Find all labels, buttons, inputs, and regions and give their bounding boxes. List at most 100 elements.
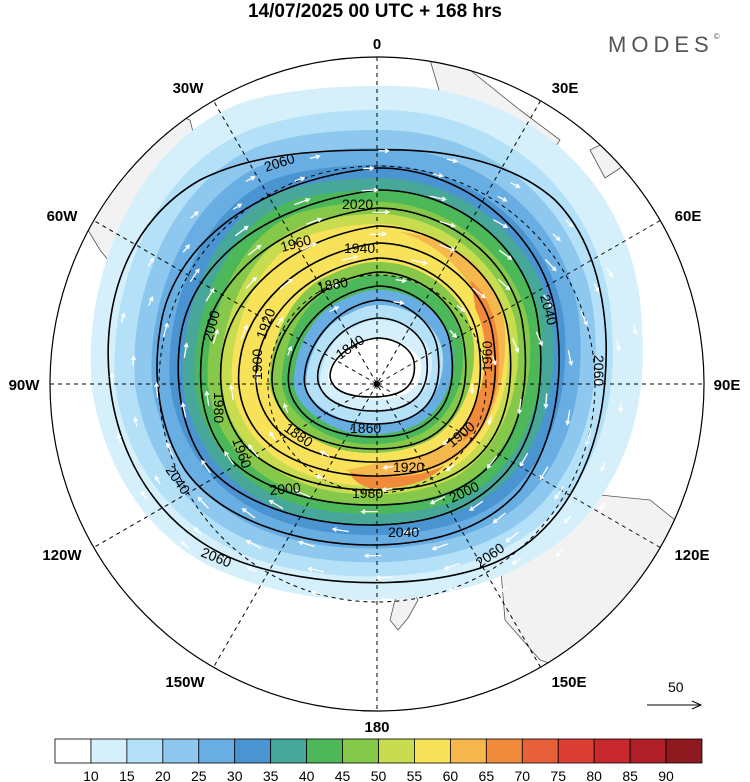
contour-label: 1960 [479, 341, 495, 372]
south-pole-marker [374, 381, 380, 387]
colorbar-swatch [234, 738, 272, 764]
lon-label-150e: 150E [551, 674, 586, 691]
wind-arrow [497, 278, 511, 291]
contour-label: 1920 [393, 459, 424, 475]
wind-arrow [133, 416, 138, 427]
wind-arrow [468, 500, 484, 511]
contour-2040 [156, 167, 560, 546]
wind-arrow [245, 540, 261, 549]
wind-arrow [632, 324, 638, 335]
wind-arrow [555, 549, 564, 558]
colorbar-swatch [414, 738, 451, 764]
colorbar-tick-label: 80 [586, 768, 602, 782]
wind-arrow [517, 398, 523, 415]
wind-arrow [279, 278, 294, 290]
wind-arrow [309, 154, 321, 160]
wind-arrow [268, 500, 284, 510]
wind-arrow [580, 311, 588, 326]
wind-arrow [491, 355, 497, 366]
wind-arrow [154, 381, 160, 398]
wind-arrow [497, 195, 508, 202]
contour-label: 2020 [342, 196, 373, 212]
contour-label: 1880 [316, 274, 350, 295]
wind-arrow [433, 608, 445, 614]
wind-arrow [564, 219, 574, 228]
wind-arrow [535, 331, 543, 347]
contour-2020 [177, 189, 542, 526]
wind-arrow [328, 282, 340, 288]
wind-arrow [287, 345, 293, 356]
colorbar-swatch [198, 738, 236, 764]
colorbar-swatch [162, 738, 200, 764]
lon-label-90e: 90E [714, 377, 741, 394]
wind-arrow [539, 466, 549, 481]
colorbar-tick-label: 45 [335, 768, 351, 782]
wind-arrow [395, 278, 408, 284]
wind-arrow [364, 614, 376, 620]
wind-arrow [472, 287, 486, 299]
contour-label: 1960 [279, 231, 313, 255]
colorbar-tick-label: 75 [550, 768, 566, 782]
vector-reference: 50 [647, 679, 703, 710]
wind-arrow [439, 220, 457, 228]
wind-arrow [445, 464, 455, 472]
wind-vectors [109, 148, 645, 620]
geopotential-contours [107, 148, 607, 584]
contour-label: 2000 [199, 308, 223, 342]
wind-arrow [544, 258, 557, 272]
colorbar-tick-label: 10 [83, 768, 99, 782]
wind-arrow [183, 342, 189, 359]
wind-arrow [363, 553, 382, 559]
contour-label: 1980 [211, 392, 227, 423]
wind-arrow [446, 158, 459, 164]
wind-arrow [180, 401, 187, 418]
lon-label-180: 180 [364, 719, 389, 736]
wind-arrow [341, 254, 359, 261]
colorbar-tick-label: 65 [479, 768, 495, 782]
lon-label-120e: 120E [674, 547, 709, 564]
wind-arrow [456, 304, 466, 313]
wind-arrow [109, 372, 115, 383]
wind-arrow [248, 444, 259, 458]
longitude-labels: 0 30E 60E 90E 120E 150E 180 150W 120W 90… [9, 36, 741, 736]
wind-arrow [492, 512, 507, 524]
colorbar-tick-labels: 10 15 20 25 30 35 40 45 50 55 60 65 70 75 80 85 90 [83, 768, 674, 782]
colorbar-swatch [378, 738, 415, 764]
wind-arrow [449, 329, 458, 339]
wind-arrow [190, 210, 199, 219]
wind-arrow [439, 244, 456, 252]
wind-arrow [246, 566, 257, 573]
map-layers [50, 57, 704, 711]
wind-arrow [563, 515, 572, 524]
wind-arrow [379, 597, 391, 603]
wind-arrow [120, 312, 126, 323]
wind-arrow [254, 372, 260, 383]
wind-arrow [116, 433, 122, 444]
wind-arrow [448, 586, 460, 592]
colorbar-tick-label: 50 [371, 768, 387, 782]
meridian-150e [213, 100, 541, 668]
wind-arrow [372, 209, 391, 215]
colorbar-tick-label: 90 [658, 768, 674, 782]
wind-arrow [307, 566, 325, 573]
colorbar-swatch [521, 738, 559, 764]
wind-arrow [148, 295, 154, 306]
colorbar-swatch [54, 738, 92, 764]
colorbar-tick-label: 25 [191, 768, 207, 782]
brand-name: MODES [608, 32, 714, 57]
wind-arrow [294, 176, 306, 182]
wind-arrow [599, 501, 607, 511]
wind-arrow [245, 276, 257, 290]
wind-arrow [319, 451, 330, 457]
contour-1920 [271, 271, 467, 450]
wind-speed-shading [90, 85, 643, 600]
shade-70b [350, 465, 445, 489]
wind-arrow [189, 268, 200, 282]
wind-arrow [369, 231, 388, 237]
colorbar-swatch [90, 738, 128, 764]
wind-arrow [241, 508, 256, 519]
meridian-120e [93, 220, 661, 548]
wind-arrow [166, 442, 174, 457]
lon-label-30e: 30E [552, 80, 579, 97]
